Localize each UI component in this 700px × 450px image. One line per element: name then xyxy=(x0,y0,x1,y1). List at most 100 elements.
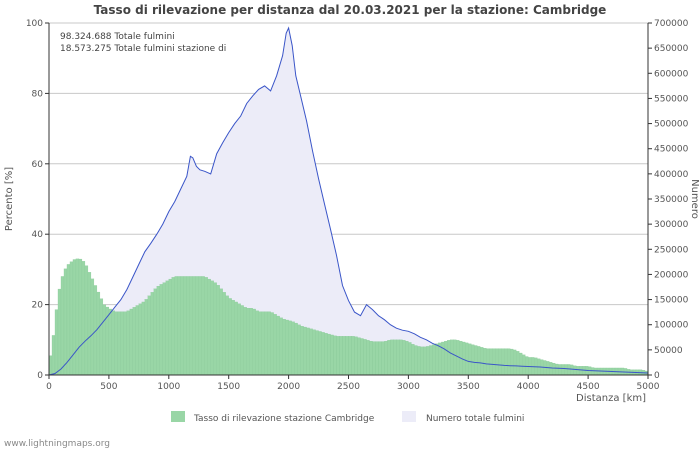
y-right-tick-label: 650000 xyxy=(654,44,689,54)
footer-credit: www.lightningmaps.org xyxy=(4,439,110,449)
rate-bar xyxy=(486,348,490,376)
rate-bar xyxy=(63,268,68,376)
rate-bar xyxy=(213,282,217,376)
rate-bar xyxy=(498,348,502,376)
rate-bar xyxy=(321,332,325,376)
rate-bar xyxy=(237,303,241,376)
rate-bar xyxy=(99,298,104,376)
y-left-tick-label: 40 xyxy=(32,230,44,240)
legend-label-detection-rate: Tasso di rilevazione stazione Cambridge xyxy=(193,414,375,424)
y-right-tick-label: 200000 xyxy=(654,270,689,280)
rate-bar xyxy=(141,301,145,376)
rate-bar xyxy=(249,307,253,376)
rate-bar xyxy=(590,367,595,376)
y-right-tick-label: 50000 xyxy=(654,346,683,356)
y-right-tick-label: 500000 xyxy=(654,120,689,130)
rate-bar xyxy=(465,342,469,376)
rate-bar xyxy=(402,340,406,376)
rate-bar xyxy=(309,328,313,376)
x-tick-label: 1000 xyxy=(157,382,180,392)
rate-bar xyxy=(75,258,80,376)
rate-bar xyxy=(288,320,292,376)
y-right-tick-label: 300000 xyxy=(654,220,689,230)
rate-bar xyxy=(51,335,56,376)
rate-bar xyxy=(87,272,92,376)
y-left-tick-label: 100 xyxy=(26,19,43,29)
y-left-tick-label: 20 xyxy=(32,301,44,311)
rate-bar xyxy=(513,349,517,376)
legend-swatch-total-lightning xyxy=(402,411,416,422)
rate-bar xyxy=(561,364,565,376)
rate-bar xyxy=(384,340,388,376)
rate-bar xyxy=(525,356,529,376)
rate-bar xyxy=(408,342,412,376)
rate-bar xyxy=(159,284,163,376)
rate-bar xyxy=(168,278,172,376)
rate-bar xyxy=(84,265,89,376)
rate-bar xyxy=(552,362,556,376)
rate-bar xyxy=(375,341,379,376)
rate-bar xyxy=(225,295,229,376)
rate-bar xyxy=(441,341,445,376)
rate-bar xyxy=(339,336,343,376)
rate-bar xyxy=(102,304,107,376)
rate-bar xyxy=(171,277,175,376)
rate-bar xyxy=(180,276,184,376)
y-right-tick-label: 100000 xyxy=(654,321,689,331)
rate-bar xyxy=(243,307,247,376)
rate-bar xyxy=(81,261,86,376)
rate-bar xyxy=(210,280,214,376)
rate-bar xyxy=(120,311,125,376)
x-axis-ticks: 0 500 1000 1500 2000 2500 3000 3500 4000 4500 5000 xyxy=(46,375,660,392)
y-right-tick-label: 550000 xyxy=(654,94,689,104)
x-tick-label: 2000 xyxy=(277,382,300,392)
rate-bar xyxy=(405,340,409,376)
rate-bar xyxy=(177,276,181,376)
rate-bar xyxy=(183,276,187,376)
rate-bar xyxy=(222,292,226,376)
rate-bar xyxy=(174,276,178,376)
rate-bar xyxy=(501,348,505,376)
rate-bar xyxy=(426,346,430,376)
rate-bar xyxy=(435,343,439,376)
rate-bar xyxy=(324,333,328,376)
x-tick-label: 4500 xyxy=(577,382,600,392)
rate-bar xyxy=(387,340,391,376)
x-tick-label: 4000 xyxy=(517,382,540,392)
rate-bar xyxy=(198,276,202,376)
rate-bar xyxy=(261,311,265,376)
rate-bar xyxy=(447,340,451,376)
rate-bar xyxy=(72,259,77,376)
rate-bar xyxy=(417,346,421,376)
y-left-axis-ticks: 0 20 40 60 80 100 xyxy=(26,19,49,381)
y-right-axis-ticks: 0 50000 100000 150000 200000 250000 300000 3500… xyxy=(648,19,689,381)
rate-bar xyxy=(111,310,116,376)
rate-bar xyxy=(573,365,577,376)
rate-bar xyxy=(396,339,400,376)
rate-bar xyxy=(516,351,520,376)
rate-bar xyxy=(126,310,130,376)
rate-bar xyxy=(483,348,487,376)
rate-bar xyxy=(578,366,583,376)
rate-bar xyxy=(270,312,274,376)
rate-bar xyxy=(138,303,142,376)
rate-bar xyxy=(303,326,307,376)
rate-bar xyxy=(393,339,397,376)
rate-bar xyxy=(57,288,62,376)
rate-bar xyxy=(96,291,101,376)
rate-bar xyxy=(258,311,262,376)
rate-bar xyxy=(438,342,442,376)
y-right-tick-label: 400000 xyxy=(654,170,689,180)
x-tick-label: 5000 xyxy=(637,382,660,392)
x-tick-label: 3000 xyxy=(397,382,420,392)
rate-bar xyxy=(333,335,337,376)
rate-bar xyxy=(420,346,424,376)
rate-bar xyxy=(195,276,199,376)
rate-bar xyxy=(276,315,280,376)
rate-bar xyxy=(366,340,370,376)
rate-bar xyxy=(495,348,499,376)
rate-bar xyxy=(564,364,568,376)
rate-bar xyxy=(519,352,523,376)
y-left-tick-label: 60 xyxy=(32,160,44,170)
rate-bar xyxy=(207,278,211,376)
